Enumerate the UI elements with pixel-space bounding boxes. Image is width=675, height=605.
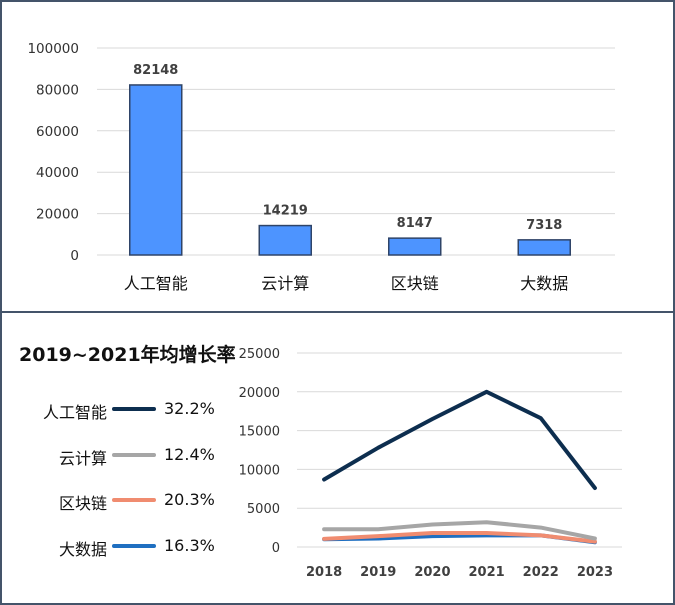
- line-x-tick-label: 2020: [414, 565, 450, 580]
- legend-series-name: 人工智能: [42, 403, 107, 422]
- line-y-tick-label: 5000: [247, 502, 280, 517]
- line-gridlines: [297, 352, 622, 548]
- bar-chart: 0 20000 40000 60000 80000 100000 82148 14219 81…: [27, 41, 615, 293]
- line-x-tick-label: 2019: [360, 565, 396, 580]
- line-series-path: [322, 520, 597, 541]
- legend-swatch: [112, 453, 156, 457]
- bar-category-label: 人工智能: [124, 274, 188, 293]
- line-x-tick-label: 2022: [523, 565, 559, 580]
- bar-y-tick-label: 20000: [36, 207, 79, 223]
- legend-series-name: 区块链: [58, 494, 107, 513]
- line-x-axis: 2018 2019 2020 2021 2022 2023: [306, 565, 613, 580]
- legend-series-name: 大数据: [58, 540, 107, 559]
- legend-item: 人工智能 32.2%: [14, 397, 219, 422]
- line-series-path: [322, 389, 597, 490]
- legend-swatch: [112, 498, 156, 502]
- line-y-axis: 0 5000 10000 15000 20000 25000: [239, 347, 280, 556]
- legend-swatch: [112, 544, 156, 548]
- legend-series-name: 云计算: [58, 449, 107, 468]
- line-y-tick-label: 10000: [239, 463, 280, 478]
- line-y-tick-label: 25000: [239, 347, 280, 362]
- bar-category-label: 云计算: [261, 274, 309, 293]
- bar-y-tick-label: 40000: [36, 165, 79, 181]
- bar-y-tick-label: 100000: [27, 41, 79, 57]
- legend-growth-rate: 32.2%: [164, 399, 215, 418]
- line-x-tick-label: 2021: [468, 565, 504, 580]
- bar: [517, 239, 571, 256]
- legend-growth-rate: 20.3%: [164, 490, 215, 509]
- legend-growth-rate: 12.4%: [164, 445, 215, 464]
- bar-y-tick-label: 60000: [36, 124, 79, 140]
- bar-category-label: 区块链: [391, 274, 439, 293]
- bar: [129, 84, 183, 256]
- bar: [258, 224, 312, 256]
- growth-panel-title: 2019~2021年均增长率: [19, 344, 236, 366]
- bar-data-labels: 82148 14219 8147 7318: [133, 63, 562, 233]
- line-y-tick-label: 0: [272, 541, 280, 556]
- line-x-tick-label: 2023: [577, 565, 613, 580]
- legend-item: 大数据 16.3%: [14, 534, 219, 559]
- bar-x-axis: 人工智能 云计算 区块链 大数据: [124, 274, 569, 293]
- line-series-path: [322, 531, 597, 544]
- bar-y-tick-label: 80000: [36, 82, 79, 98]
- panel-divider: [2, 311, 673, 313]
- bar-series: [129, 84, 571, 256]
- bar-data-label: 8147: [397, 216, 433, 231]
- legend-growth-rate: 16.3%: [164, 536, 215, 555]
- legend-swatch: [112, 407, 156, 411]
- bar-category-label: 大数据: [520, 274, 568, 293]
- bar-y-axis: 0 20000 40000 60000 80000 100000: [27, 41, 79, 264]
- line-x-tick-label: 2018: [306, 565, 342, 580]
- bar-data-label: 82148: [133, 63, 178, 78]
- bar-y-tick-label: 0: [70, 248, 79, 264]
- line-y-tick-label: 20000: [239, 386, 280, 401]
- bar-data-label: 7318: [526, 218, 562, 233]
- line-y-tick-label: 15000: [239, 425, 280, 440]
- line-series: [322, 389, 597, 545]
- legend-item: 云计算 12.4%: [14, 443, 219, 468]
- legend-item: 区块链 20.3%: [14, 488, 219, 513]
- bar-data-label: 14219: [263, 204, 308, 219]
- bar: [388, 237, 442, 256]
